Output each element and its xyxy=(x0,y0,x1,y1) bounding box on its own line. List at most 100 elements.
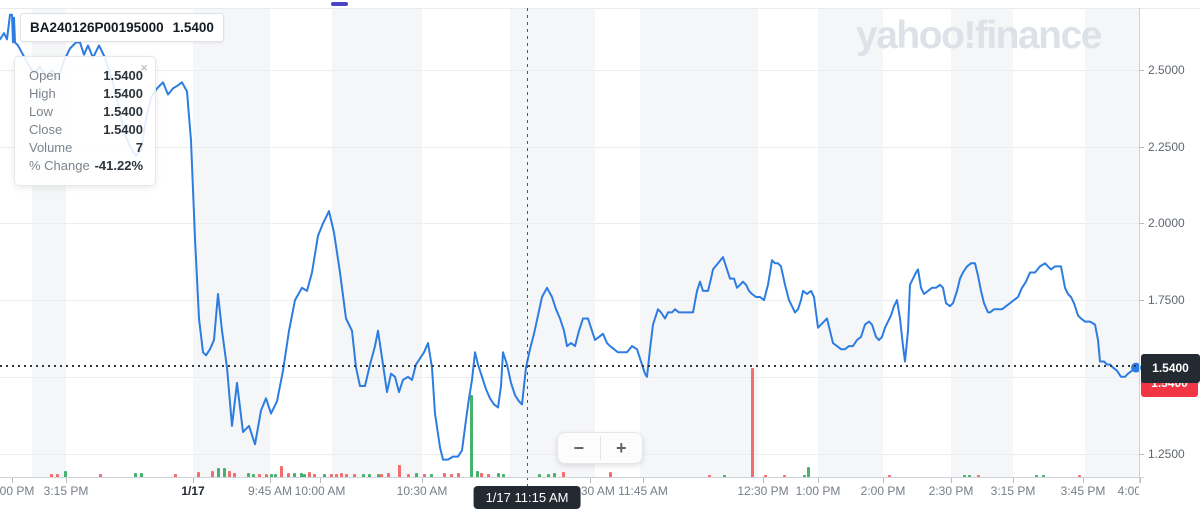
background-stripe xyxy=(193,9,270,477)
volume-bar xyxy=(252,474,255,477)
volume-bar xyxy=(270,474,273,477)
volume-bar xyxy=(398,465,401,477)
tooltip-row: % Change -41.22% xyxy=(29,157,143,175)
volume-bar xyxy=(353,474,356,477)
volume-bar xyxy=(265,474,268,477)
volume-bar xyxy=(258,474,261,477)
tooltip-row: High 1.5400 xyxy=(29,85,143,103)
x-axis-label: 9:45 AM xyxy=(247,484,293,498)
tooltip-row-value: 1.5400 xyxy=(103,68,143,83)
volume-bar xyxy=(330,474,333,477)
volume-bar xyxy=(407,474,410,477)
volume-bar xyxy=(303,474,306,477)
volume-bar xyxy=(280,466,283,477)
x-axis-tick xyxy=(66,478,67,483)
y-axis-tick xyxy=(1139,70,1144,71)
volume-bar xyxy=(888,475,891,477)
background-stripe xyxy=(951,9,1013,477)
tooltip-row-label: Open xyxy=(29,68,61,83)
tooltip-rows: Open 1.5400 High 1.5400 Low 1.5400 Close 1.5400… xyxy=(29,67,143,175)
tooltip-row: Open 1.5400 xyxy=(29,67,143,85)
volume-bar xyxy=(380,474,383,477)
volume-bar xyxy=(134,473,137,477)
x-axis-tick xyxy=(818,478,819,483)
volume-bar xyxy=(247,473,250,477)
tooltip-row-label: High xyxy=(29,86,56,101)
x-axis-tick xyxy=(643,478,644,483)
volume-bar xyxy=(450,474,453,477)
tooltip-row-label: % Change xyxy=(29,158,90,173)
tooltip-row-label: Volume xyxy=(29,140,73,155)
background-stripe xyxy=(640,9,758,477)
gridline xyxy=(0,376,1139,378)
volume-bar xyxy=(476,471,479,477)
volume-bar xyxy=(708,475,711,477)
tooltip-close-icon[interactable]: × xyxy=(140,60,148,75)
volume-bar xyxy=(723,475,726,477)
volume-bar xyxy=(470,395,473,477)
tooltip-row: Volume 7 xyxy=(29,139,143,157)
volume-bar xyxy=(502,474,505,477)
x-axis-label: 3:15 PM xyxy=(43,484,89,498)
volume-bar xyxy=(1042,475,1045,477)
volume-bar xyxy=(415,473,418,477)
x-axis-tick xyxy=(193,478,194,483)
volume-bar xyxy=(547,474,550,477)
x-axis-tick xyxy=(951,478,952,483)
volume-bar xyxy=(217,468,220,477)
x-axis-tick xyxy=(320,478,321,483)
y-axis-label: 2.0000 xyxy=(1148,216,1185,231)
volume-bar xyxy=(335,474,338,477)
volume-bar xyxy=(423,474,426,477)
x-axis-tick xyxy=(1013,478,1014,483)
x-axis-tick xyxy=(270,478,271,483)
x-axis-tick xyxy=(12,478,13,483)
volume-bar xyxy=(480,473,483,477)
gridline xyxy=(0,70,1139,71)
x-axis-label: 11:45 AM xyxy=(618,484,668,498)
volume-bar xyxy=(197,472,200,477)
volume-bar xyxy=(963,475,966,477)
volume-bar xyxy=(377,474,380,477)
zoom-out-button[interactable]: − xyxy=(558,433,600,463)
volume-bar xyxy=(609,472,612,477)
volume-bar xyxy=(553,473,556,477)
y-axis-label: 1.7500 xyxy=(1148,293,1185,308)
volume-bar xyxy=(233,473,236,477)
x-axis-tick xyxy=(763,478,764,483)
x-axis-label: 1/17 xyxy=(181,484,205,498)
volume-bar xyxy=(323,474,326,477)
x-axis-label: 2:30 PM xyxy=(928,484,974,498)
crosshair-time-label: 1/17 11:15 AM xyxy=(473,486,581,509)
y-axis-label: 2.2500 xyxy=(1148,139,1185,154)
volume-bar xyxy=(362,474,365,477)
volume-bar xyxy=(538,474,541,477)
volume-bar xyxy=(1078,475,1081,477)
tooltip-row-label: Low xyxy=(29,104,53,119)
x-axis-label: 2:00 PM xyxy=(860,484,906,498)
top-divider xyxy=(0,8,1200,9)
tooltip-row-value: 1.5400 xyxy=(103,86,143,101)
volume-bar xyxy=(803,475,806,477)
x-axis-tick xyxy=(1140,478,1141,483)
volume-bar xyxy=(313,474,316,477)
current-price-dotted-line xyxy=(0,365,1139,367)
volume-bar xyxy=(764,475,767,477)
volume-bar xyxy=(387,473,390,477)
background-stripe xyxy=(818,9,883,477)
scroll-indicator[interactable] xyxy=(331,2,348,6)
tooltip-row-value: 1.5400 xyxy=(103,122,143,137)
background-stripe xyxy=(1085,9,1139,477)
tooltip-row-label: Close xyxy=(29,122,63,137)
ticker-symbol: BA240126P00195000 xyxy=(30,20,164,35)
volume-bar xyxy=(56,474,59,477)
current-price-badge: 1.5400 xyxy=(1141,353,1200,383)
tooltip-row-value: 7 xyxy=(135,140,143,155)
volume-bar xyxy=(228,471,231,477)
zoom-in-button[interactable]: + xyxy=(601,433,643,463)
tooltip-row: Close 1.5400 xyxy=(29,121,143,139)
volume-bar xyxy=(300,473,303,477)
x-axis-label: 1:00 PM xyxy=(795,484,841,498)
